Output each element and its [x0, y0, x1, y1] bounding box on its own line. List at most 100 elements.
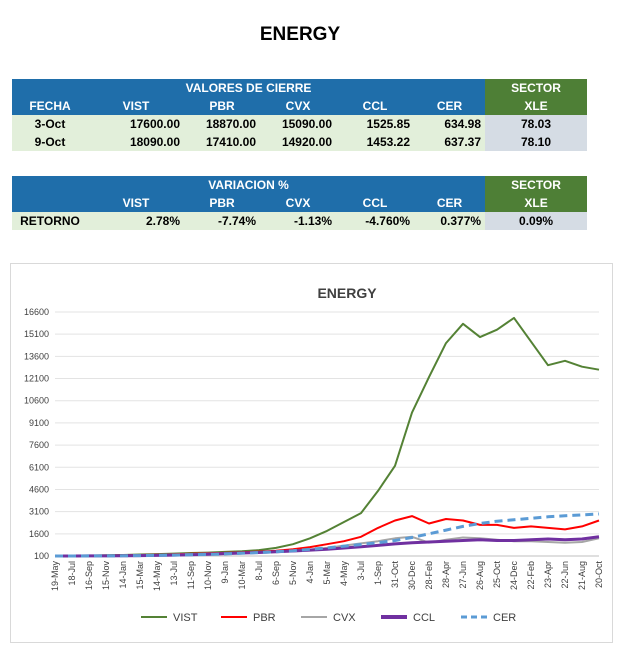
chart-svg: ENERGY 100160031004600610076009100106001…: [24, 285, 604, 624]
cell-xle: 78.03: [485, 115, 588, 133]
x-tick-label: 4-Jan: [305, 561, 315, 584]
col-header-vist: VIST: [88, 97, 184, 115]
table-row: 3-Oct 17600.00 18870.00 15090.00 1525.85…: [12, 115, 588, 133]
chart-gridlines: [55, 311, 599, 557]
cell-cer: 637.37: [414, 133, 486, 151]
closing-values-table: VALORES DE CIERRE SECTOR FECHA VIST PBR …: [12, 79, 588, 151]
cell-cvx: 15090.00: [260, 115, 336, 133]
col-header-cer: CER: [414, 97, 486, 115]
col-header-vist: VIST: [88, 194, 184, 212]
y-axis: 100 1600 3100 4600 6100 7600 9100 10600 12100 136…: [24, 307, 49, 561]
x-tick-label: 30-Dec: [407, 561, 417, 591]
x-tick-label: 27-Jun: [458, 561, 468, 589]
x-tick-label: 22-Feb: [526, 561, 536, 590]
table2-header-row: VIST PBR CVX CCL CER XLE: [12, 194, 588, 212]
y-tick-label: 4600: [29, 484, 49, 494]
table2-section-title: VARIACION %: [12, 176, 486, 194]
x-tick-label: 28-Feb: [424, 561, 434, 590]
table1-header-row: FECHA VIST PBR CVX CCL CER XLE: [12, 97, 588, 115]
table2-title-row: VARIACION % SECTOR: [12, 176, 588, 194]
x-tick-label: 4-May: [339, 561, 349, 587]
cell-vist: 2.78%: [88, 212, 184, 230]
x-tick-label: 31-Oct: [390, 561, 400, 589]
y-tick-label: 1600: [29, 529, 49, 539]
cell-vist: 17600.00: [88, 115, 184, 133]
cell-ccl: 1453.22: [336, 133, 414, 151]
x-tick-label: 16-Sep: [84, 561, 94, 590]
table1-title-row: VALORES DE CIERRE SECTOR: [12, 79, 588, 97]
x-tick-label: 5-Nov: [288, 561, 298, 586]
legend-label-cvx: CVX: [333, 612, 356, 624]
x-tick-label: 6-Sep: [271, 561, 281, 585]
col-header-ccl: CCL: [336, 97, 414, 115]
cell-cer: 634.98: [414, 115, 486, 133]
x-tick-label: 5-Mar: [322, 561, 332, 585]
energy-chart: ENERGY 100 1600 3100 4600 6100 7600 9100 10600 1…: [10, 263, 613, 643]
table1-section-title: VALORES DE CIERRE: [12, 79, 486, 97]
legend-label-pbr: PBR: [253, 612, 276, 624]
col-header-xle: XLE: [485, 194, 588, 212]
y-tick-label: 13600: [24, 351, 49, 361]
cell-label: RETORNO: [12, 212, 88, 230]
x-tick-label: 11-Sep: [186, 561, 196, 589]
x-tick-label: 26-Aug: [475, 561, 485, 590]
col-header-xle: XLE: [485, 97, 588, 115]
y-tick-label: 7600: [29, 440, 49, 450]
y-tick-label: 3100: [29, 507, 49, 517]
series-line-cer: [55, 512, 600, 558]
y-tick-label: 15100: [24, 329, 49, 339]
x-tick-label: 13-Jul: [169, 561, 179, 586]
cell-vist: 18090.00: [88, 133, 184, 151]
col-header-cvx: CVX: [260, 194, 336, 212]
cell-ccl: 1525.85: [336, 115, 414, 133]
table-row: 9-Oct 18090.00 17410.00 14920.00 1453.22…: [12, 133, 588, 151]
legend-label-cer: CER: [493, 612, 516, 624]
cell-pbr: 18870.00: [184, 115, 260, 133]
x-tick-label: 1-Sep: [373, 561, 383, 585]
cell-cvx: 14920.00: [260, 133, 336, 151]
y-tick-label: 16600: [24, 307, 49, 317]
cell-ccl: -4.760%: [336, 212, 414, 230]
x-tick-label: 23-Apr: [543, 561, 553, 588]
x-tick-label: 21-Aug: [577, 561, 587, 590]
table2-sector-title: SECTOR: [485, 176, 588, 194]
cell-cvx: -1.13%: [260, 212, 336, 230]
col-header-ccl: CCL: [336, 194, 414, 212]
x-tick-label: 15-Mar: [135, 561, 145, 590]
x-tick-label: 22-Jun: [560, 561, 570, 589]
x-tick-label: 18-Jul: [67, 561, 77, 586]
x-tick-label: 8-Jul: [254, 561, 264, 581]
y-tick-label: 6100: [29, 462, 49, 472]
y-tick-label: 10600: [24, 396, 49, 406]
series-line-ccl: [55, 535, 600, 558]
chart-series: [54, 316, 600, 558]
series-line-vist: [54, 316, 600, 557]
x-tick-label: 3-Jul: [356, 561, 366, 581]
table1-sector-title: SECTOR: [485, 79, 588, 97]
y-tick-label: 9100: [29, 418, 49, 428]
x-tick-label: 28-Apr: [441, 561, 451, 588]
x-tick-label: 10-Mar: [237, 561, 247, 590]
cell-date: 3-Oct: [12, 115, 88, 133]
table-row: RETORNO 2.78% -7.74% -1.13% -4.760% 0.37…: [12, 212, 588, 230]
cell-cer: 0.377%: [414, 212, 486, 230]
col-header-blank: [12, 194, 88, 212]
col-header-fecha: FECHA: [12, 97, 88, 115]
col-header-cvx: CVX: [260, 97, 336, 115]
y-tick-label: 100: [34, 551, 49, 561]
page-title: ENERGY: [259, 24, 341, 45]
cell-pbr: 17410.00: [184, 133, 260, 151]
cell-xle: 0.09%: [485, 212, 588, 230]
col-header-cer: CER: [414, 194, 486, 212]
legend-label-ccl: CCL: [413, 612, 435, 624]
cell-date: 9-Oct: [12, 133, 88, 151]
variation-table: VARIACION % SECTOR VIST PBR CVX CCL CER …: [12, 176, 588, 230]
y-tick-label: 12100: [24, 374, 49, 384]
chart-legend: VIST PBR CVX CCL CER: [141, 612, 516, 624]
legend-label-vist: VIST: [173, 612, 198, 624]
chart-title: ENERGY: [317, 285, 377, 301]
x-tick-label: 20-Oct: [594, 561, 604, 589]
x-tick-label: 19-May: [50, 561, 60, 592]
cell-pbr: -7.74%: [184, 212, 260, 230]
x-tick-label: 24-Dec: [509, 561, 519, 591]
